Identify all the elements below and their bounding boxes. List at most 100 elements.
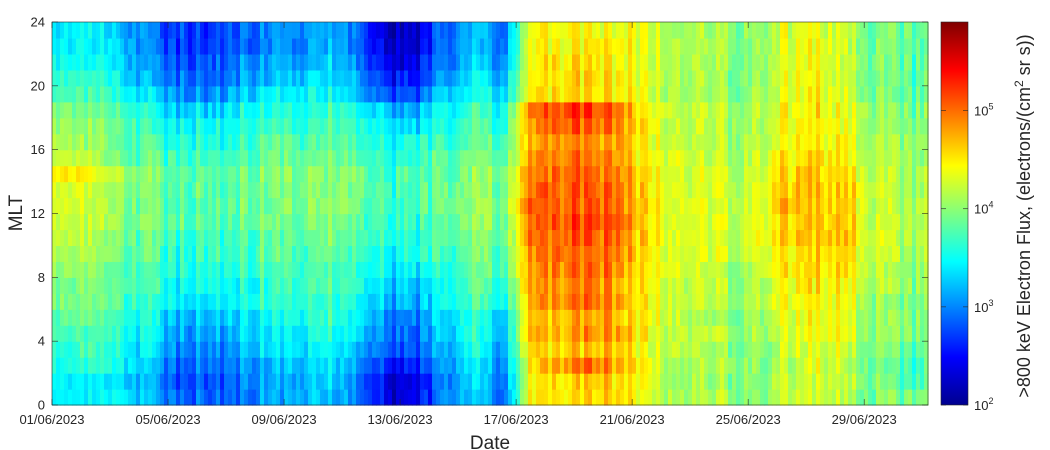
heatmap-cell — [472, 213, 477, 231]
heatmap-cell — [748, 261, 753, 278]
heatmap-cell — [332, 341, 337, 358]
heatmap-cell — [268, 37, 273, 55]
heatmap-cell — [704, 245, 709, 262]
heatmap-cell — [672, 293, 677, 310]
heatmap-cell — [744, 277, 749, 294]
heatmap-cell — [688, 181, 693, 199]
heatmap-cell — [680, 389, 685, 406]
heatmap-cell — [404, 341, 409, 358]
heatmap-cell — [76, 149, 81, 167]
heatmap-cell — [524, 245, 529, 262]
heatmap-cell — [220, 309, 225, 326]
heatmap-cell — [404, 277, 409, 294]
heatmap-cell — [448, 261, 453, 278]
heatmap-cell — [496, 325, 501, 342]
heatmap-cell — [432, 101, 437, 119]
heatmap-cell — [240, 357, 245, 374]
heatmap-cell — [564, 149, 569, 167]
heatmap-cell — [800, 85, 805, 103]
heatmap-cell — [96, 325, 101, 342]
heatmap-cell — [484, 69, 489, 87]
heatmap-cell — [112, 197, 117, 215]
heatmap-cell — [288, 37, 293, 55]
heatmap-cell — [456, 133, 461, 151]
heatmap-cell — [624, 85, 629, 103]
heatmap-cell — [192, 197, 197, 215]
heatmap-cell — [68, 181, 73, 199]
heatmap-cell — [120, 229, 125, 247]
heatmap-cell — [548, 37, 553, 55]
heatmap-cell — [420, 229, 425, 247]
heatmap-cell — [852, 245, 857, 262]
heatmap-cell — [80, 261, 85, 278]
heatmap-cell — [308, 133, 313, 151]
heatmap-cell — [376, 197, 381, 215]
heatmap-cell — [700, 22, 705, 39]
heatmap-cell — [424, 85, 429, 103]
heatmap-cell — [616, 181, 621, 199]
heatmap-cell — [380, 389, 385, 406]
heatmap-cell — [532, 261, 537, 278]
heatmap-cell — [380, 245, 385, 262]
heatmap-cell — [680, 165, 685, 183]
heatmap-cell — [712, 389, 717, 406]
heatmap-cell — [220, 293, 225, 310]
heatmap-cell — [756, 37, 761, 55]
heatmap-cell — [784, 197, 789, 215]
heatmap-cell — [732, 117, 737, 135]
heatmap-cell — [376, 133, 381, 151]
heatmap-cell — [144, 53, 149, 71]
heatmap-cell — [180, 325, 185, 342]
heatmap-cell — [88, 22, 93, 39]
heatmap-cell — [672, 277, 677, 294]
heatmap-cell — [572, 309, 577, 326]
heatmap-cell — [832, 165, 837, 183]
heatmap-cell — [424, 133, 429, 151]
heatmap-cell — [308, 277, 313, 294]
heatmap-cell — [128, 149, 133, 167]
heatmap-cell — [680, 213, 685, 231]
heatmap-cell — [144, 373, 149, 390]
heatmap-cell — [176, 133, 181, 151]
heatmap-cell — [496, 389, 501, 406]
heatmap-cell — [496, 117, 501, 135]
heatmap-cell — [876, 101, 881, 119]
heatmap-cell — [692, 197, 697, 215]
heatmap-cell — [288, 389, 293, 406]
heatmap-cell — [216, 197, 221, 215]
heatmap-cell — [664, 37, 669, 55]
heatmap-cell — [560, 181, 565, 199]
heatmap-cell — [660, 309, 665, 326]
heatmap-cell — [712, 309, 717, 326]
heatmap-cell — [440, 197, 445, 215]
heatmap-cell — [348, 277, 353, 294]
heatmap-cell — [84, 53, 89, 71]
heatmap-cell — [540, 69, 545, 87]
heatmap-cell — [712, 22, 717, 39]
heatmap-cell — [688, 245, 693, 262]
heatmap-cell — [368, 357, 373, 374]
heatmap-cell — [748, 37, 753, 55]
heatmap-cell — [340, 213, 345, 231]
heatmap-cell — [616, 85, 621, 103]
heatmap-cell — [232, 85, 237, 103]
heatmap-cell — [792, 261, 797, 278]
heatmap-cell — [780, 197, 785, 215]
heatmap-cell — [96, 293, 101, 310]
heatmap-cell — [756, 325, 761, 342]
heatmap-cell — [640, 245, 645, 262]
heatmap-cell — [612, 341, 617, 358]
heatmap-cell — [72, 261, 77, 278]
heatmap-cell — [816, 245, 821, 262]
heatmap-cell — [400, 229, 405, 247]
heatmap-cell — [732, 293, 737, 310]
heatmap-cell — [464, 277, 469, 294]
heatmap-cell — [576, 181, 581, 199]
heatmap-cell — [280, 293, 285, 310]
heatmap-cell — [304, 165, 309, 183]
heatmap-cell — [840, 373, 845, 390]
heatmap-cell — [724, 53, 729, 71]
heatmap-cell — [492, 133, 497, 151]
heatmap-cell — [444, 213, 449, 231]
heatmap-cell — [572, 229, 577, 247]
